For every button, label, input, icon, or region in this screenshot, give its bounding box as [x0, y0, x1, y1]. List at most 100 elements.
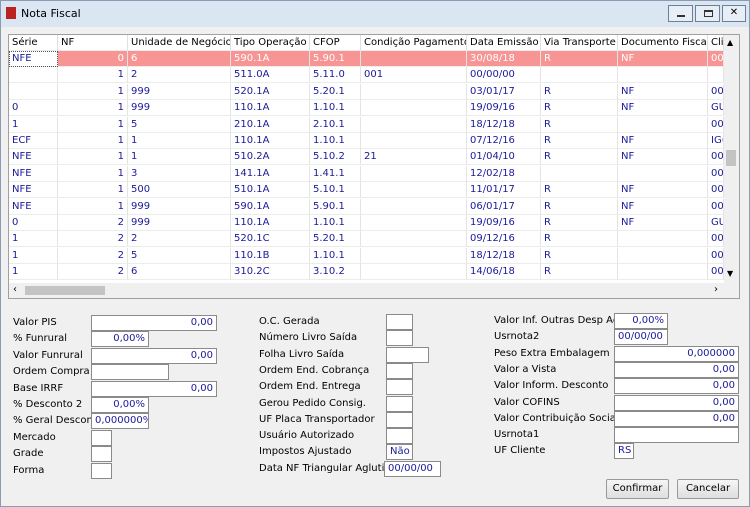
- field-input[interactable]: Não: [386, 444, 413, 461]
- grid-cell: R: [541, 100, 618, 117]
- field-input[interactable]: [91, 446, 112, 463]
- minimize-button[interactable]: [668, 5, 693, 22]
- grid-cell: NF: [618, 100, 708, 117]
- grid-cell: 0: [9, 100, 58, 117]
- grid-cell: 6: [128, 51, 231, 67]
- grid-cell: [618, 67, 708, 84]
- grid-cell: 01/04/10: [467, 149, 541, 166]
- grid-row[interactable]: 1 999 520.1A 5.20.1 03/01/17 R NF 00: [9, 83, 724, 100]
- field-input[interactable]: 0,000000: [614, 345, 739, 362]
- grid-cell: [361, 231, 467, 248]
- grid-cell: 1: [9, 116, 58, 133]
- grid-cell: 5.10.1: [310, 182, 361, 199]
- grid-cell: 000: [708, 247, 724, 264]
- field-input[interactable]: [386, 428, 413, 445]
- grid-cell: NFE: [9, 198, 58, 215]
- grid-cell: 5.20.1: [310, 83, 361, 100]
- grid-cell: 110.1A: [231, 133, 310, 149]
- scroll-thumb[interactable]: [726, 150, 736, 166]
- grid-cell: [361, 116, 467, 133]
- grid-cell: R: [541, 198, 618, 215]
- grid-cell: [9, 67, 58, 84]
- field-input[interactable]: [91, 462, 112, 479]
- field-input[interactable]: [386, 330, 413, 347]
- field-label: Valor Funrural: [13, 349, 83, 361]
- grid-cell: 110.1B: [231, 247, 310, 264]
- button[interactable]: Confirmar: [606, 479, 669, 499]
- grid-cell: 30/08/18: [467, 51, 541, 67]
- field-input[interactable]: RS: [614, 443, 634, 460]
- field-input[interactable]: [91, 364, 169, 381]
- field-input[interactable]: 0,00: [614, 361, 739, 378]
- grid-cell: 1.10.1: [310, 100, 361, 117]
- field-input[interactable]: [614, 427, 739, 444]
- scroll-down[interactable]: ▼: [727, 269, 734, 278]
- scroll-left[interactable]: ‹: [13, 284, 17, 295]
- field-input[interactable]: [386, 395, 413, 412]
- field-input[interactable]: 0,00%: [614, 313, 668, 329]
- field-input[interactable]: 0,00%: [91, 331, 149, 348]
- close-button[interactable]: ✕: [722, 5, 746, 22]
- grid-cell: 3.10.2: [310, 264, 361, 281]
- grid-cell: [541, 165, 618, 182]
- field-input[interactable]: 00/00/00: [384, 460, 441, 477]
- grid-cell: NF: [618, 198, 708, 215]
- horizontal-scrollbar[interactable]: ‹ ›: [9, 283, 739, 298]
- field-input[interactable]: 0,00: [91, 347, 217, 364]
- grid-cell: 1: [58, 100, 128, 117]
- maximize-button[interactable]: [695, 5, 720, 22]
- field-input[interactable]: [386, 379, 413, 396]
- field-label: Data NF Triangular Aglutinada: [259, 462, 410, 474]
- field-input[interactable]: 0,000000%: [91, 413, 149, 430]
- grid-cell: R: [541, 116, 618, 133]
- scroll-thumb[interactable]: [25, 286, 105, 295]
- field-input[interactable]: 0,00: [614, 394, 739, 411]
- field-input[interactable]: 00/00/00: [614, 329, 668, 346]
- scroll-up[interactable]: ▲: [727, 38, 734, 47]
- field-label: % Geral Desconto: [13, 415, 103, 427]
- field-label: UF Placa Transportador: [259, 413, 375, 425]
- field-input[interactable]: [386, 346, 429, 363]
- grid-cell: R: [541, 264, 618, 281]
- field-input[interactable]: 0,00: [91, 380, 217, 397]
- column-header: Condição Pagamento: [361, 35, 467, 51]
- field-input[interactable]: [386, 362, 413, 379]
- field-input[interactable]: [386, 314, 413, 330]
- grid-cell: 000: [708, 198, 724, 215]
- vertical-scrollbar[interactable]: ▲ ▼: [724, 35, 739, 283]
- grid-cell: IG(: [708, 133, 724, 149]
- grid-cell: [361, 247, 467, 264]
- field-input[interactable]: 0,00: [614, 378, 739, 395]
- field-input[interactable]: [386, 411, 413, 428]
- button[interactable]: Cancelar: [677, 479, 739, 499]
- scroll-right[interactable]: ›: [714, 284, 718, 295]
- field-input[interactable]: 0,00%: [91, 397, 149, 413]
- field-input[interactable]: 0,00: [91, 315, 217, 331]
- field-input[interactable]: [91, 429, 112, 446]
- field-label: Forma: [13, 464, 45, 476]
- field-label: Valor a Vista: [494, 363, 557, 375]
- grid-cell: 520.1C: [231, 231, 310, 248]
- grid-cell: 2: [58, 231, 128, 248]
- grid-cell: 999: [128, 100, 231, 117]
- grid-cell: [361, 165, 467, 182]
- grid-cell: 11/01/17: [467, 182, 541, 199]
- grid-row[interactable]: 1 2 511.0A 5.11.0 001 00/00/00: [9, 67, 724, 84]
- grid-cell: 18/12/18: [467, 247, 541, 264]
- field-label: Peso Extra Embalagem: [494, 347, 610, 359]
- field-input[interactable]: 0,00: [614, 410, 739, 427]
- grid-cell: 2: [128, 67, 231, 84]
- field-label: Valor PIS: [13, 317, 57, 328]
